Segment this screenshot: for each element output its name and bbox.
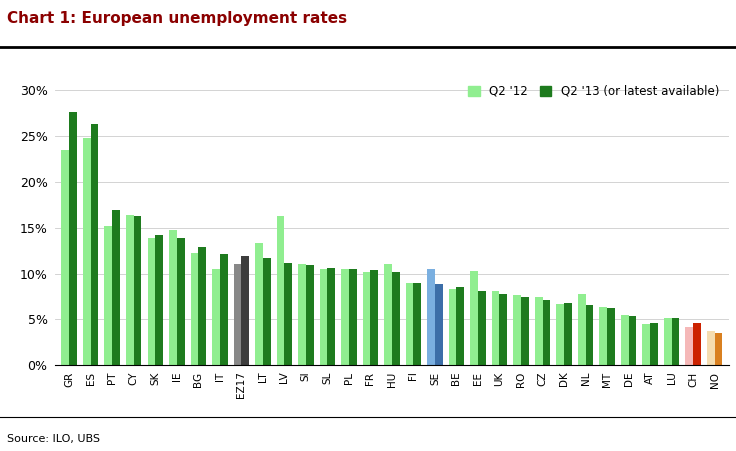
Bar (191, 253, 198, 365)
Bar (91, 124, 99, 365)
Bar (406, 283, 414, 365)
Bar (456, 287, 464, 365)
Bar (414, 283, 421, 365)
Bar (284, 262, 292, 365)
Bar (715, 333, 723, 365)
Bar (693, 323, 701, 365)
Bar (147, 238, 155, 365)
Bar (169, 230, 177, 365)
Bar (435, 284, 442, 365)
Bar (513, 295, 521, 365)
Bar (277, 216, 284, 365)
Bar (672, 318, 679, 365)
Bar (306, 265, 314, 365)
Bar (629, 316, 637, 365)
Bar (61, 150, 69, 365)
Bar (263, 258, 271, 365)
Bar (363, 272, 370, 365)
Bar (478, 291, 486, 365)
Bar (578, 294, 586, 365)
Bar (427, 269, 435, 365)
Bar (586, 305, 593, 365)
Bar (535, 297, 542, 365)
Bar (319, 269, 328, 365)
Bar (685, 327, 693, 365)
Bar (255, 244, 263, 365)
Bar (83, 138, 91, 365)
Bar (155, 235, 163, 365)
Bar (220, 254, 227, 365)
Text: Chart 1: European unemployment rates: Chart 1: European unemployment rates (7, 11, 347, 26)
Legend: Q2 '12, Q2 '13 (or latest available): Q2 '12, Q2 '13 (or latest available) (464, 81, 723, 101)
Bar (392, 272, 400, 365)
Bar (542, 300, 551, 365)
Bar (241, 256, 249, 365)
Bar (621, 315, 629, 365)
Bar (707, 331, 715, 365)
Bar (643, 324, 650, 365)
Bar (607, 308, 615, 365)
Bar (328, 268, 335, 365)
Bar (664, 318, 672, 365)
Bar (134, 216, 141, 365)
Bar (177, 238, 185, 365)
Bar (556, 304, 564, 365)
Bar (599, 307, 607, 365)
Bar (492, 291, 500, 365)
Bar (112, 211, 120, 365)
Bar (521, 297, 528, 365)
Bar (650, 323, 658, 365)
Bar (69, 112, 77, 365)
Bar (126, 215, 134, 365)
Bar (198, 247, 206, 365)
Bar (470, 271, 478, 365)
Bar (349, 269, 357, 365)
Bar (233, 263, 241, 365)
Bar (500, 294, 507, 365)
Bar (105, 226, 112, 365)
Bar (384, 264, 392, 365)
Bar (564, 303, 572, 365)
Bar (342, 269, 349, 365)
Bar (449, 289, 456, 365)
Bar (370, 270, 378, 365)
Bar (298, 264, 306, 365)
Text: Source: ILO, UBS: Source: ILO, UBS (7, 434, 100, 444)
Bar (212, 269, 220, 365)
